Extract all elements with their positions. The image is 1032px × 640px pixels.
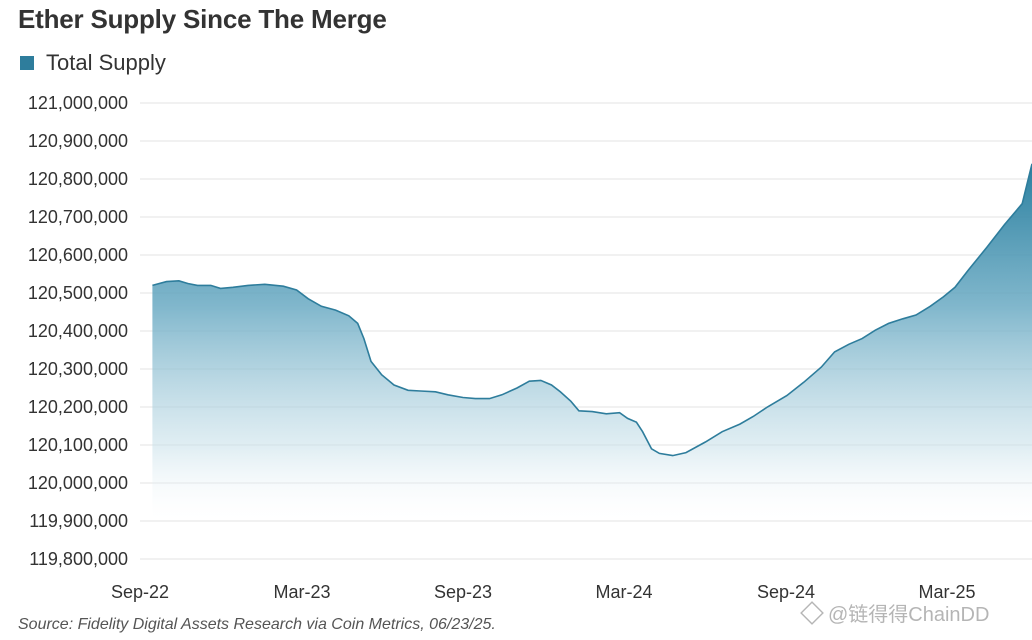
x-tick-label: Sep-24 bbox=[757, 582, 815, 602]
legend: Total Supply bbox=[20, 50, 166, 76]
x-tick-label: Mar-23 bbox=[273, 582, 330, 602]
y-tick-label: 120,300,000 bbox=[28, 359, 128, 379]
y-tick-label: 121,000,000 bbox=[28, 93, 128, 113]
series-area bbox=[152, 163, 1032, 521]
watermark: @链得得ChainDD bbox=[800, 598, 989, 627]
y-tick-label: 119,800,000 bbox=[29, 549, 128, 569]
series-fill bbox=[152, 163, 1032, 521]
y-tick-label: 120,800,000 bbox=[28, 169, 128, 189]
x-tick-label: Sep-23 bbox=[434, 582, 492, 602]
y-tick-label: 120,100,000 bbox=[28, 435, 128, 455]
y-tick-label: 120,900,000 bbox=[28, 131, 128, 151]
y-tick-label: 120,400,000 bbox=[28, 321, 128, 341]
x-axis: Sep-22 Mar-23 Sep-23 Mar-24 Sep-24 Mar-25 bbox=[111, 582, 976, 602]
x-tick-label: Mar-25 bbox=[918, 582, 975, 602]
watermark-text: @链得得ChainDD bbox=[828, 604, 990, 626]
y-tick-label: 120,500,000 bbox=[28, 283, 128, 303]
chart-title: Ether Supply Since The Merge bbox=[18, 4, 387, 34]
y-tick-label: 119,900,000 bbox=[29, 511, 128, 531]
x-tick-label: Sep-22 bbox=[111, 582, 169, 602]
legend-label: Total Supply bbox=[46, 50, 166, 75]
y-tick-label: 120,200,000 bbox=[28, 397, 128, 417]
series-line bbox=[152, 163, 1032, 457]
y-axis: 121,000,000 120,900,000 120,800,000 120,700… bbox=[28, 93, 128, 569]
legend-swatch bbox=[20, 56, 34, 70]
x-tick-label: Mar-24 bbox=[595, 582, 652, 602]
y-tick-label: 120,000,000 bbox=[28, 473, 128, 493]
y-tick-label: 120,700,000 bbox=[28, 207, 128, 227]
watermark-logo-icon bbox=[800, 600, 824, 625]
source-note: Source: Fidelity Digital Assets Research… bbox=[18, 616, 496, 633]
y-tick-label: 120,600,000 bbox=[28, 245, 128, 265]
